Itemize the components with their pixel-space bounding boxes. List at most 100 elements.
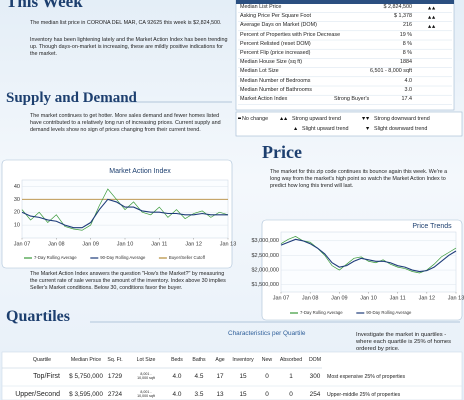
row-label: Median House Size (sq ft) [240,59,303,66]
subtitle: Characteristics per Quartile [228,330,306,337]
y-tick-label: $3,000,000 [251,238,279,244]
trend-arrow [428,6,432,10]
column-header: New [261,357,273,363]
row-value: 1884 [400,59,412,66]
row-value: 17.4 [401,96,413,102]
row-value: $ 2,824,500 [383,4,412,10]
trend-arrow [432,24,436,28]
row-label: Top/First [33,373,60,380]
y-tick-label: 20 [14,210,20,216]
paragraph: The market for this zip code continues i… [270,169,448,189]
series-line [280,238,457,273]
x-tick-label: Jan 12 [185,241,202,247]
row-label: Median Number of Bathrooms [240,86,312,93]
y-tick-label: $1,500,000 [251,282,279,288]
row-label: Median Lot Size [240,68,279,75]
trend-arrow [432,6,436,10]
cell: $ 5,750,000 [69,373,103,380]
paragraph: The Market Action Index answers the ques… [30,271,226,291]
y-tick-label: 30 [14,197,20,203]
trend-arrow [366,117,370,120]
trend-arrow [280,117,284,120]
column-header: Inventory [232,357,254,363]
y-tick-label: 40 [14,184,20,190]
cell: 17 [216,373,224,380]
cell: 8,001 - 10,000 sqft [137,372,155,381]
trend-arrow [284,117,288,120]
cell: 4.0 [172,391,182,398]
x-tick-label: Jan 11 [151,241,167,247]
cell: $ 3,595,000 [69,391,103,398]
cell: 1 [289,373,293,380]
row-label: Percent Flip (price increased) [240,50,311,56]
row-label: Median List Price [240,4,282,10]
cell: 1729 [107,373,123,380]
row-value: 6,501 - 8,000 sqft [370,68,412,75]
legend-label: Slight upward trend [302,126,349,132]
cell: 0 [289,391,293,398]
heading: Supply and Demand [6,90,137,106]
cell: 13 [216,391,224,398]
x-tick-label: Jan 10 [117,241,134,247]
legend-label: Strong upward trend [292,116,341,122]
series-line [21,198,228,229]
legend-label: 7-Day Rolling Average [34,255,77,260]
paragraph: The market continues to get hotter. More… [30,113,221,133]
cell: 15 [239,373,247,380]
legend-label: 90-Day Rolling Average [100,255,146,260]
cell: 254 [309,391,321,398]
cell: 2724 [107,391,123,398]
profile-header-bar [236,0,454,4]
cell: 300 [309,373,321,380]
paragraph: The median list price in CORONA DEL MAR,… [30,20,222,26]
row-label: Percent Relisted (reset DOM) [240,40,311,47]
row-label: Median Number of Bedrooms [240,77,311,84]
column-header: Median Price [70,357,102,363]
heading: Quartiles [6,308,70,325]
y-tick-label: $2,000,000 [251,268,279,274]
trend-arrow [362,117,366,120]
row-label: Market Action Index [240,96,288,102]
cell: 8,001 - 10,000 sqft [137,390,155,399]
quartile-table-box [1,351,463,400]
x-tick-label: Jan 13 [448,295,464,301]
cell: 4.5 [194,373,204,380]
row-value: 216 [403,22,412,29]
column-header: Quartile [32,357,52,363]
trend-arrow [294,127,298,130]
paragraph: Inventory has been lightening lately and… [30,37,228,57]
column-header: Age [215,357,225,363]
row-value: 8 % [402,40,412,47]
profile-box [235,0,455,111]
row-label: Percent of Properties with Price Decreas… [240,31,341,38]
chart-title: Price Trends [412,223,452,230]
column-header: DOM [308,357,322,363]
paragraph: Investigate the market in quartiles - wh… [356,332,452,353]
x-tick-label: Jan 09 [82,241,99,247]
y-tick-label: $2,500,000 [251,253,279,259]
y-tick-label: 10 [14,223,20,229]
row-value: 19 % [399,31,412,38]
column-header: Sq. Ft. [107,357,123,363]
row-label: Upper/Second [15,391,60,398]
row-label: Average Days on Market (DOM) [240,22,317,29]
x-tick-label: Jan 10 [360,295,377,301]
x-tick-label: Jan 07 [273,295,290,301]
x-tick-label: Jan 12 [419,295,436,301]
column-header: Baths [192,357,206,363]
trend-arrow [428,24,432,28]
table-header: Real-Time Market Profile [290,0,345,2]
cell: 15 [239,391,247,398]
column-header: Lot Size [136,357,156,363]
plot-area [21,179,229,239]
heading: Price [262,142,302,162]
row-value: 4.0 [404,77,413,84]
trend-arrow [428,15,432,19]
heading: This Week [6,0,83,11]
chart-title: Market Action Index [109,168,171,175]
legend-label: No change [242,116,269,122]
legend-label: Buyer/Seller Cutoff [169,255,206,260]
legend-label: 7-Day Rolling Average [300,310,343,315]
